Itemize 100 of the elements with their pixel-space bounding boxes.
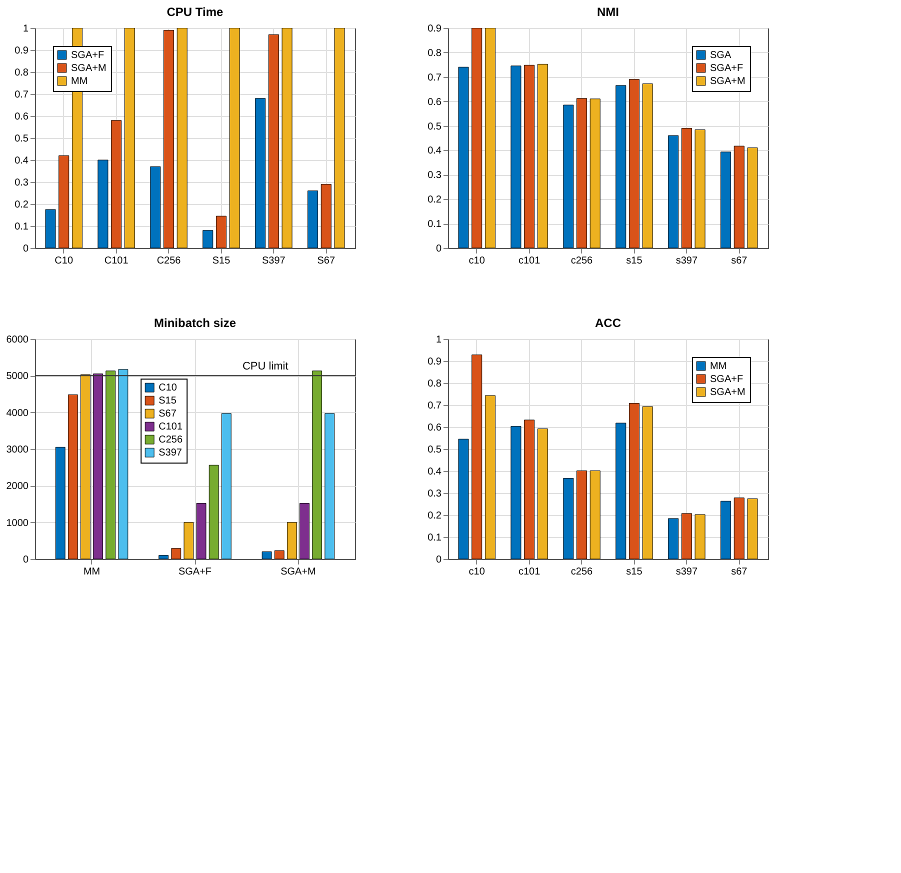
bar [694,129,706,248]
y-tick-label: 0.5 [14,134,29,144]
bar [312,370,322,559]
bar [111,120,122,248]
bar [98,160,108,248]
bar [268,34,279,248]
y-tick-label: 2000 [6,481,29,492]
y-tick-label: 0.2 [428,510,442,522]
y-tick-label: 0.5 [428,121,442,132]
y-tick-label: 1 [22,24,29,34]
bar [642,406,653,559]
bar [208,464,219,559]
chart-title: ACC [595,316,622,330]
bar [286,522,297,559]
x-tick-label: s15 [626,256,643,266]
x-tick-label: s67 [731,256,748,266]
y-tick-label: 4000 [6,408,29,419]
bar [255,98,266,248]
bar [720,500,732,559]
x-tick-label: c101 [518,566,541,578]
y-tick-label: 0.1 [428,532,442,544]
y-tick-label: 0.4 [14,156,29,166]
y-tick-label: 0.9 [14,46,29,56]
bar [320,184,332,248]
legend-label: SGA+F [71,50,104,61]
y-tick-label: 0.6 [428,422,442,434]
bar [196,503,206,559]
y-tick-label: 0.3 [428,488,442,500]
bar [229,28,240,248]
bar [628,79,640,248]
bar [668,135,679,248]
bar [93,374,104,559]
bar [747,498,758,559]
bar [747,148,758,248]
bar [184,522,194,559]
bar [334,28,345,248]
x-tick-label: SGA+F [178,566,212,578]
legend-label: MM [71,76,88,87]
y-tick-label: 0 [436,554,442,566]
bar [202,230,214,248]
chart-title: CPU Time [166,5,224,19]
ref-line-label: CPU limit [242,360,288,373]
bar [216,216,226,248]
y-tick-label: 0.1 [428,219,442,230]
bar [734,498,744,559]
bar [681,513,692,559]
y-tick-label: 0.6 [428,96,442,108]
bar [472,354,482,559]
x-tick-label: c10 [468,566,486,578]
bar [80,374,90,559]
bar [484,395,496,559]
y-tick-label: 0.3 [428,170,442,182]
y-tick-label: 5000 [6,371,29,382]
bar [150,166,161,248]
bar [55,446,66,559]
x-tick-label: SGA+M [280,566,316,578]
bar [171,548,182,559]
bar [68,394,78,559]
y-tick-label: 0.3 [14,178,29,188]
x-tick-label: S397 [262,256,286,266]
y-tick-label: 0 [22,554,29,566]
bar [106,370,116,559]
x-tick-label: C10 [54,256,74,266]
bar [510,66,522,248]
bar [590,470,600,559]
bar [58,155,70,248]
bar [282,28,292,248]
x-tick-label: c256 [570,566,594,578]
bar [524,64,535,248]
y-tick-label: 0.9 [428,356,442,368]
x-tick-label: C256 [156,256,182,266]
bar [628,402,640,559]
x-tick-label: C101 [104,256,129,266]
y-tick-label: 0.5 [428,444,442,456]
x-tick-label: S67 [317,256,336,266]
bar [576,470,588,559]
bar [681,128,692,248]
y-tick-label: 1 [436,334,442,346]
bar [458,66,469,248]
legend-label: SGA [710,50,732,61]
legend-label: C256 [158,434,183,446]
legend-label: S67 [158,408,177,420]
bar [324,413,335,559]
y-tick-label: 0.1 [14,222,29,232]
legend-label: SGA+M [71,63,106,74]
x-tick-label: s15 [626,566,643,578]
legend-label: SGA+F [710,374,744,385]
legend-label: SGA+M [710,387,746,398]
bar [590,98,600,248]
y-tick-label: 0.8 [428,48,442,59]
x-tick-label: s397 [676,566,698,578]
y-tick-label: 0.8 [14,68,29,78]
bar [458,438,469,559]
bar [616,422,626,559]
y-tick-label: 0 [22,244,29,254]
chart-title: NMI [597,5,619,19]
bar [164,30,174,248]
x-tick-label: c256 [570,256,594,266]
bar [524,420,535,559]
bar [734,146,744,248]
